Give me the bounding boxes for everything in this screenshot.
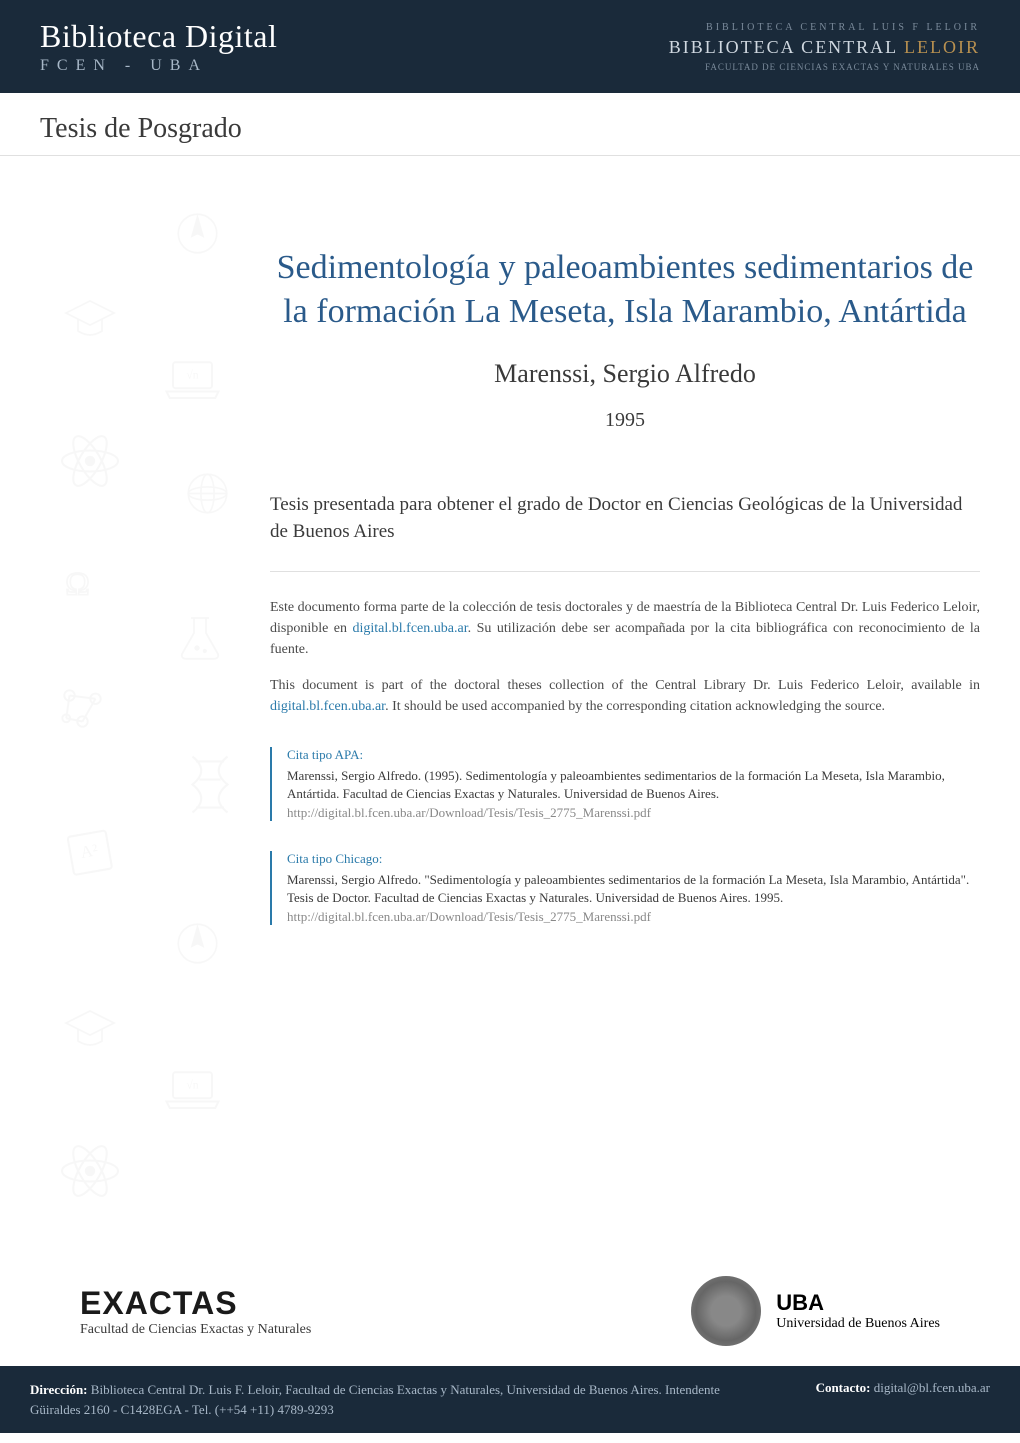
exactas-logo-block: EXACTAS Facultad de Ciencias Exactas y N… (80, 1285, 311, 1338)
footer-address: Dirección: Biblioteca Central Dr. Luis F… (30, 1380, 750, 1419)
laptop-icon: √n (160, 346, 225, 416)
citation-apa-block: Cita tipo APA: Marenssi, Sergio Alfredo.… (270, 747, 980, 821)
collection-es-link[interactable]: digital.bl.fcen.uba.ar (353, 621, 468, 636)
exactas-subtitle: Facultad de Ciencias Exactas y Naturales (80, 1322, 311, 1338)
citation-apa-url: http://digital.bl.fcen.uba.ar/Download/T… (287, 805, 980, 821)
atom-icon-2 (55, 1136, 125, 1211)
header-left: Biblioteca Digital FCEN - UBA (40, 18, 277, 75)
molecule-icon (50, 676, 115, 746)
thesis-description: Tesis presentada para obtener el grado d… (270, 492, 980, 545)
compass-icon (170, 206, 225, 266)
direccion-text: Biblioteca Central Dr. Luis F. Leloir, F… (30, 1382, 720, 1417)
page-subheader: Tesis de Posgrado (0, 93, 1020, 155)
svg-text:√n: √n (186, 1079, 198, 1092)
svg-text:A²: A² (79, 840, 99, 862)
exactas-title: EXACTAS (80, 1285, 311, 1322)
dna-icon (175, 746, 245, 821)
flask-icon (170, 606, 230, 671)
uba-seal-icon (691, 1276, 761, 1346)
collection-en-link[interactable]: digital.bl.fcen.uba.ar (270, 699, 385, 714)
uba-logo-block: UBA Universidad de Buenos Aires (691, 1276, 940, 1346)
thesis-year: 1995 (270, 409, 980, 432)
footer-bar: Dirección: Biblioteca Central Dr. Luis F… (0, 1366, 1020, 1433)
citation-chicago-label: Cita tipo Chicago: (287, 851, 980, 867)
collection-en-post: . It should be used accompanied by the c… (385, 699, 885, 714)
uba-subtitle: Universidad de Buenos Aires (776, 1316, 940, 1332)
compass-icon-2 (170, 916, 225, 976)
uba-title: UBA (776, 1290, 940, 1316)
thesis-title: Sedimentología y paleoambientes sediment… (270, 246, 980, 334)
library-faculty-line: FACULTAD DE CIENCIAS EXACTAS Y NATURALES… (669, 62, 980, 72)
footer-contact: Contacto: digital@bl.fcen.uba.ar (816, 1380, 990, 1419)
header-right: BIBLIOTECA CENTRAL LUIS F LELOIR BIBLIOT… (669, 22, 980, 72)
contacto-text: digital@bl.fcen.uba.ar (870, 1380, 990, 1395)
atom-icon (55, 426, 125, 501)
citation-apa-label: Cita tipo APA: (287, 747, 980, 763)
laptop-icon-2: √n (160, 1056, 225, 1126)
library-main-line: BIBLIOTECA CENTRAL LELOIR (669, 37, 980, 58)
collection-notice-es: Este documento forma parte de la colecci… (270, 597, 980, 660)
citation-chicago-url: http://digital.bl.fcen.uba.ar/Download/T… (287, 909, 980, 925)
content-separator (270, 571, 980, 572)
library-main-a: BIBLIOTECA CENTRAL (669, 37, 898, 57)
graduation-cap-icon-2 (60, 996, 120, 1061)
decorative-icon-column: √n Ω A² √n (40, 186, 240, 1236)
collection-notice-en: This document is part of the doctoral th… (270, 675, 980, 717)
collection-en-pre: This document is part of the doctoral th… (270, 678, 980, 693)
site-title: Biblioteca Digital (40, 18, 277, 55)
globe-icon (180, 466, 235, 526)
citation-apa-text: Marenssi, Sergio Alfredo. (1995). Sedime… (287, 767, 980, 803)
citation-chicago-text: Marenssi, Sergio Alfredo. "Sedimentologí… (287, 871, 980, 907)
ruler-icon: A² (60, 816, 130, 891)
site-subtitle: FCEN - UBA (40, 57, 277, 75)
library-main-leloir: LELOIR (904, 37, 980, 57)
direccion-label: Dirección: (30, 1382, 88, 1397)
contacto-label: Contacto: (816, 1380, 871, 1395)
library-small-line: BIBLIOTECA CENTRAL LUIS F LELOIR (669, 22, 980, 33)
thesis-author: Marenssi, Sergio Alfredo (270, 359, 980, 389)
footer-logos: EXACTAS Facultad de Ciencias Exactas y N… (0, 1256, 1020, 1366)
omega-icon: Ω (50, 556, 105, 616)
main-column: Sedimentología y paleoambientes sediment… (240, 186, 980, 1236)
uba-text: UBA Universidad de Buenos Aires (776, 1290, 940, 1332)
svg-text:√n: √n (186, 369, 198, 382)
svg-text:Ω: Ω (65, 567, 90, 603)
page-header: Biblioteca Digital FCEN - UBA BIBLIOTECA… (0, 0, 1020, 93)
content-area: √n Ω A² √n Sedimentología y paleoambientes … (0, 156, 1020, 1256)
citation-chicago-block: Cita tipo Chicago: Marenssi, Sergio Alfr… (270, 851, 980, 925)
graduation-cap-icon (60, 286, 120, 351)
